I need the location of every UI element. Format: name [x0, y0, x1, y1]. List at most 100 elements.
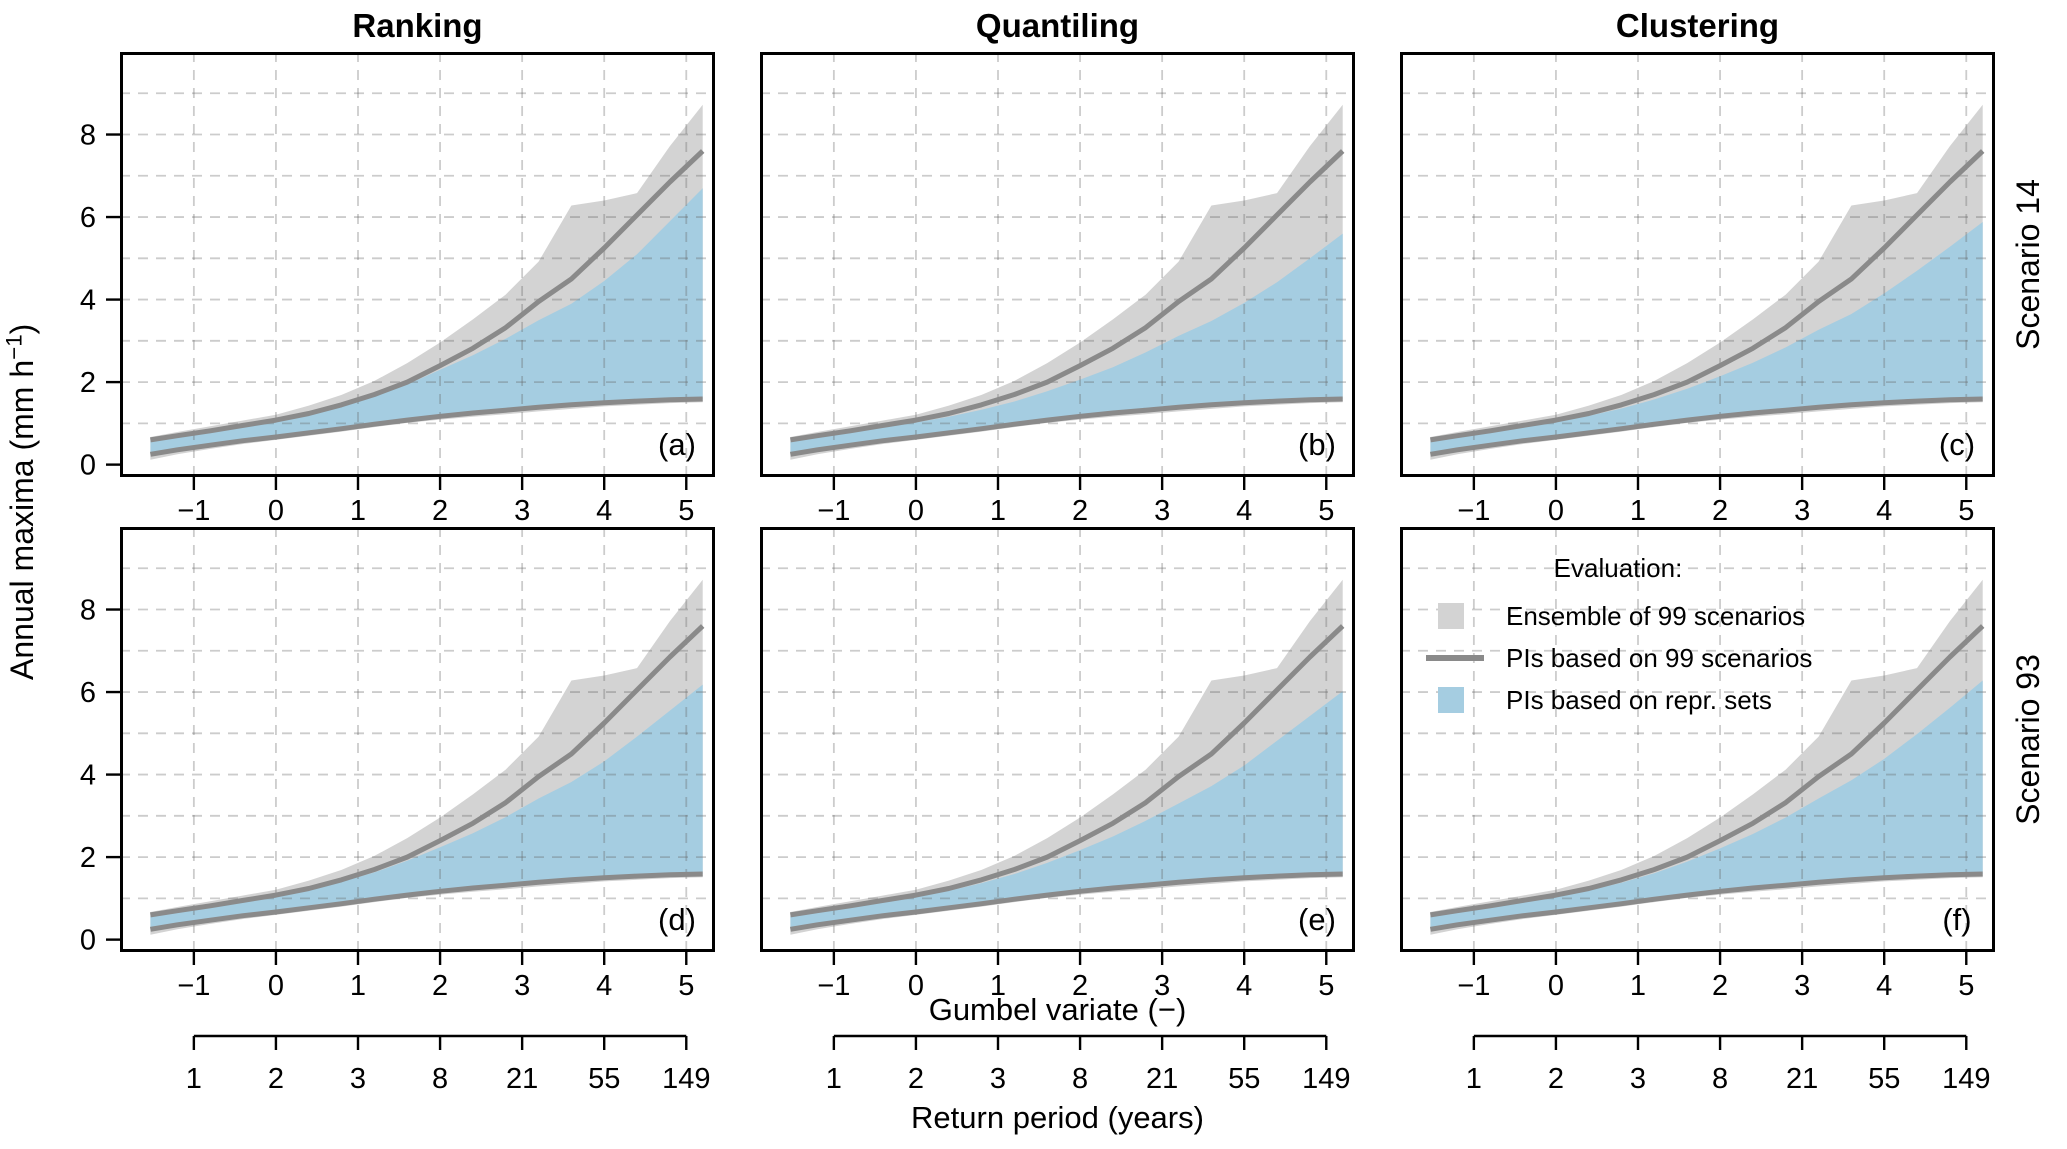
panel-c: −1 0 1 2 3 4 5 (c) — [1400, 52, 1995, 527]
panel-letter: (d) — [658, 902, 696, 937]
y-axis-tick-label: 0 — [80, 925, 96, 952]
x-axis-ticks — [192, 477, 688, 490]
return-period-axis-middle: 1 2 3 8 21 55 149 — [826, 1034, 1350, 1095]
legend: Evaluation: Ensemble of 99 scenarios PIs b… — [1426, 553, 1812, 715]
svg-text:2: 2 — [1072, 495, 1088, 527]
legend-item-label: PIs based on 99 scenarios — [1506, 643, 1812, 673]
column-title-quantiling: Quantiling — [975, 7, 1140, 44]
x-axis-tick-labels: −1 0 1 2 3 4 5 — [817, 970, 1334, 1002]
svg-text:5: 5 — [1318, 495, 1334, 527]
column-title-clustering: Clustering — [1615, 7, 1780, 44]
panel-letter: (e) — [1298, 902, 1336, 937]
x-axis-tick-labels: −1 0 1 2 3 4 5 — [1457, 970, 1974, 1002]
panel-d: −1 0 1 2 3 4 5 (d) — [120, 527, 715, 1002]
panel-frame — [760, 52, 1355, 477]
pi-99-lines — [149, 149, 705, 457]
return-axis-tick-label: 21 — [1786, 1063, 1818, 1095]
svg-text:3: 3 — [1794, 495, 1810, 527]
gridlines — [1400, 527, 1995, 952]
y-axis-tick-label: 8 — [80, 595, 96, 627]
x-axis-tick-labels: −1 0 1 2 3 4 5 — [177, 495, 694, 527]
panel-f: −1 0 1 2 3 4 5 (f) Evaluation: Ensemble of 99 sce… — [1400, 527, 1995, 1002]
return-axis-tick-label: 149 — [662, 1063, 710, 1095]
panel-letter: (b) — [1298, 427, 1336, 462]
x-axis-ticks — [1472, 952, 1968, 965]
row-label-scenario-14: Scenario 14 — [2009, 179, 2046, 350]
return-axis-tick-label: 21 — [506, 1063, 538, 1095]
return-axis-tick-label: 8 — [432, 1063, 448, 1095]
svg-text:0: 0 — [268, 970, 284, 1002]
return-axis-tick-label: 2 — [1548, 1063, 1564, 1095]
x-axis-ticks — [832, 477, 1328, 490]
y-axis-tick-label: 0 — [80, 450, 96, 477]
return-axis-tick-label: 3 — [350, 1063, 366, 1095]
return-axis-tick-label: 8 — [1072, 1063, 1088, 1095]
x-axis-ticks — [832, 952, 1328, 965]
y-axis-tick-label: 2 — [80, 367, 96, 399]
return-axis-tick-label: 1 — [186, 1063, 202, 1095]
return-axis-tick-label: 3 — [990, 1063, 1006, 1095]
panel-letter: (c) — [1939, 427, 1975, 462]
svg-text:0: 0 — [908, 495, 924, 527]
panel-frame — [1400, 52, 1995, 477]
x-axis-tick-labels: −1 0 1 2 3 4 5 — [177, 970, 694, 1002]
svg-text:1: 1 — [990, 970, 1006, 1002]
svg-text:4: 4 — [1236, 970, 1252, 1002]
svg-text:4: 4 — [1876, 495, 1892, 527]
gridlines — [1400, 52, 1995, 477]
y-axis-ticks-bottom-row: 0 2 4 6 8 — [80, 595, 120, 952]
legend-item-label: PIs based on repr. sets — [1506, 685, 1772, 715]
gridlines — [120, 52, 715, 477]
x-axis-ticks — [1472, 477, 1968, 490]
x-axis-tick-labels: −1 0 1 2 3 4 5 — [817, 495, 1334, 527]
panel-e: −1 0 1 2 3 4 5 (e) — [760, 527, 1355, 1002]
repr-sets-band — [1430, 222, 1983, 455]
return-period-axis-left: 1 2 3 8 21 55 149 — [186, 1034, 710, 1095]
svg-text:5: 5 — [1318, 970, 1334, 1002]
svg-text:−1: −1 — [177, 495, 210, 527]
legend-swatch-2 — [1438, 687, 1464, 713]
repr-sets-band — [1430, 680, 1983, 930]
return-axis-tick-label: 149 — [1942, 1063, 1990, 1095]
return-axis-tick-label: 21 — [1146, 1063, 1178, 1095]
svg-text:−1: −1 — [1457, 495, 1490, 527]
y-axis-tick-label: 8 — [80, 120, 96, 152]
y-axis-tick-label: 2 — [80, 842, 96, 874]
svg-text:−1: −1 — [817, 495, 850, 527]
column-title-ranking: Ranking — [352, 7, 483, 44]
row-label-scenario-93: Scenario 93 — [2009, 654, 2046, 825]
pi-99-lines — [789, 149, 1345, 457]
svg-text:−1: −1 — [1457, 970, 1490, 1002]
x-axis-label-return-period: Return period (years) — [911, 1100, 1204, 1135]
pi-99-lines — [1429, 624, 1985, 932]
y-axis-ticks-top-row: 0 2 4 6 8 — [80, 120, 120, 477]
return-axis-tick-label: 55 — [1868, 1063, 1900, 1095]
pi-99-lines — [149, 624, 705, 932]
legend-title: Evaluation: — [1554, 553, 1683, 583]
svg-text:1: 1 — [990, 495, 1006, 527]
return-axis-tick-label: 1 — [1466, 1063, 1482, 1095]
return-axis-tick-label: 2 — [908, 1063, 924, 1095]
svg-text:0: 0 — [908, 970, 924, 1002]
svg-text:4: 4 — [1236, 495, 1252, 527]
y-axis-tick-label: 6 — [80, 202, 96, 234]
legend-item-label: Ensemble of 99 scenarios — [1506, 601, 1805, 631]
return-axis-tick-label: 149 — [1302, 1063, 1350, 1095]
y-axis-tick-label: 4 — [80, 285, 96, 317]
svg-text:−1: −1 — [177, 970, 210, 1002]
repr-sets-band — [150, 188, 703, 455]
return-period-axis-right: 1 2 3 8 21 55 149 — [1466, 1034, 1990, 1095]
return-axis-tick-label: 55 — [1228, 1063, 1260, 1095]
legend-swatch-0 — [1438, 603, 1464, 629]
svg-text:0: 0 — [268, 495, 284, 527]
panel-letter: (a) — [658, 427, 696, 462]
svg-text:5: 5 — [1958, 495, 1974, 527]
gridlines — [760, 527, 1355, 952]
panel-b: −1 0 1 2 3 4 5 (b) — [760, 52, 1355, 527]
panel-frame — [120, 527, 715, 952]
panel-frame — [760, 527, 1355, 952]
gridlines — [760, 52, 1355, 477]
svg-text:5: 5 — [1958, 970, 1974, 1002]
panel-frame — [1400, 527, 1995, 952]
repr-sets-band — [790, 233, 1343, 455]
